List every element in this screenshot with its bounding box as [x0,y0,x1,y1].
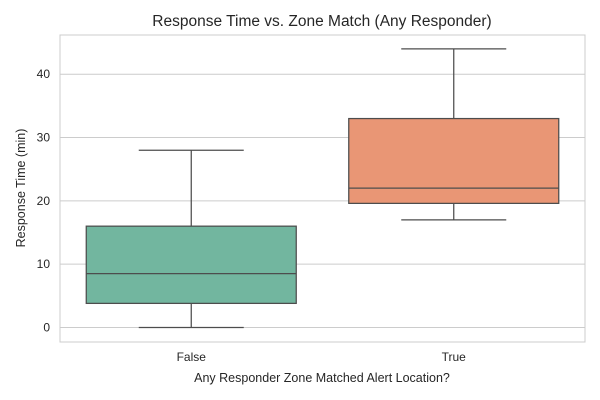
x-tick-labels: False True [177,350,467,364]
y-tick-labels: 0 10 20 30 40 [37,67,51,334]
chart-title: Response Time vs. Zone Match (Any Respon… [152,13,491,30]
iqr-box [85,225,297,305]
boxes [85,48,560,329]
y-tick-label: 0 [43,320,50,334]
box-true [348,48,560,221]
iqr-box [348,117,560,205]
x-axis-label: Any Responder Zone Matched Alert Locatio… [194,371,450,385]
y-tick-label: 30 [37,131,51,145]
y-axis-label: Response Time (min) [14,129,28,248]
x-tick-label: False [177,350,207,364]
box-false [85,149,297,329]
y-tick-label: 40 [37,67,51,81]
x-tick-label: True [442,350,467,364]
y-tick-label: 20 [37,194,51,208]
y-tick-label: 10 [37,257,51,271]
